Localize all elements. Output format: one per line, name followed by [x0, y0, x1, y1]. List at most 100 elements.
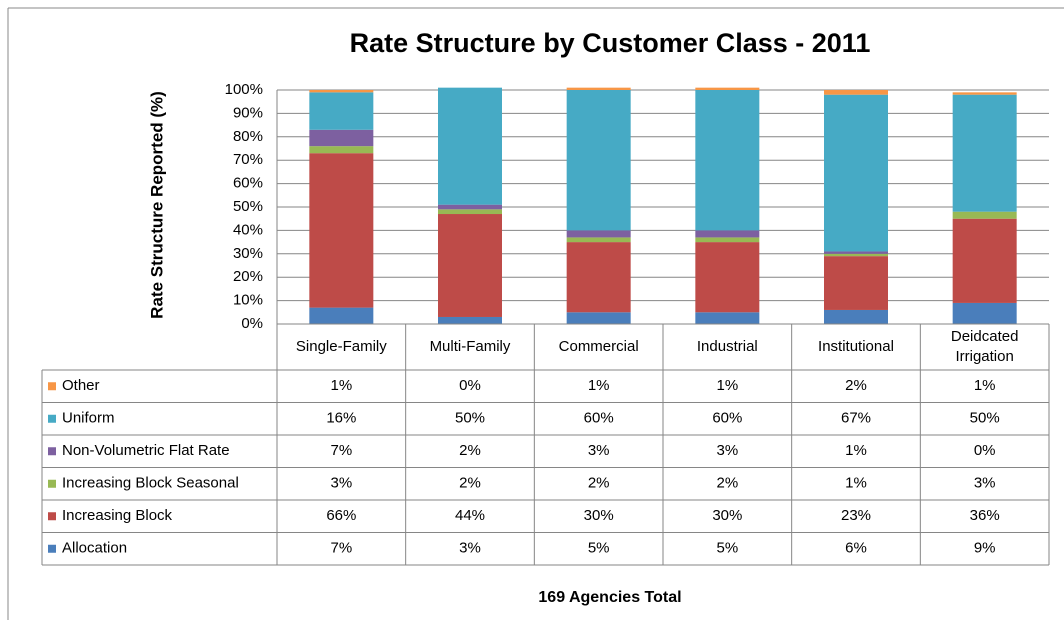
y-tick-label: 70%	[233, 151, 263, 168]
y-tick-label: 60%	[233, 175, 263, 192]
legend-label: Increasing Block	[62, 507, 173, 524]
data-label: 44%	[455, 507, 485, 524]
bar-segment	[566, 237, 631, 243]
category-cell: Deidcated Irrigation	[950, 328, 1019, 365]
bar-segment	[824, 309, 888, 324]
legend-swatch	[48, 512, 56, 521]
category-cell: Commercial	[558, 338, 639, 355]
bar-segment	[824, 94, 888, 252]
data-label: 1%	[974, 377, 996, 394]
legend-swatch	[48, 544, 56, 553]
data-label: 23%	[841, 507, 871, 524]
legend-label: Increasing Block Seasonal	[62, 475, 239, 492]
x-tick-label: Multi-Family	[429, 338, 511, 355]
y-tick-label: 80%	[233, 128, 263, 145]
data-label: 2%	[459, 475, 481, 492]
bar-segment	[309, 146, 374, 154]
bar-segment	[952, 218, 1017, 303]
y-tick-label: 90%	[233, 104, 263, 121]
data-label: 67%	[841, 410, 871, 427]
bar-segment	[824, 251, 888, 254]
data-label: 1%	[330, 377, 352, 394]
legend-label: Allocation	[62, 540, 127, 557]
data-label: 66%	[326, 507, 356, 524]
bar-segment	[824, 256, 888, 310]
category-cell: Institutional	[818, 338, 894, 355]
bar-segment	[952, 302, 1017, 324]
bar-segment	[438, 316, 502, 324]
bar-segment	[566, 242, 631, 313]
data-label: 60%	[712, 410, 742, 427]
data-label: 1%	[845, 475, 867, 492]
data-label: 1%	[716, 377, 738, 394]
bar-segment	[438, 204, 502, 210]
bar-segment	[438, 87, 502, 205]
data-label: 2%	[716, 475, 738, 492]
x-tick-label: Commercial	[558, 338, 639, 355]
data-label: 5%	[588, 540, 610, 557]
y-tick-label: 50%	[233, 198, 263, 215]
legend-swatch	[48, 382, 56, 391]
data-label: 30%	[712, 507, 742, 524]
bar-segment	[566, 87, 631, 90]
data-label: 1%	[588, 377, 610, 394]
data-label: 30%	[584, 507, 614, 524]
data-label: 3%	[974, 475, 996, 492]
data-label: 50%	[455, 410, 485, 427]
bar-segment	[695, 90, 760, 231]
bar-segment	[695, 312, 760, 324]
data-label: 2%	[845, 377, 867, 394]
data-label: 2%	[459, 442, 481, 459]
bar-segment	[566, 90, 631, 231]
data-label: 16%	[326, 410, 356, 427]
data-label: 6%	[845, 540, 867, 557]
bar-segment	[952, 94, 1017, 212]
data-label: 3%	[588, 442, 610, 459]
data-label: 3%	[330, 475, 352, 492]
y-tick-label: 30%	[233, 245, 263, 262]
x-tick-label: Institutional	[818, 338, 894, 355]
chart-title: Rate Structure by Customer Class - 2011	[350, 28, 871, 58]
legend-swatch	[48, 447, 56, 456]
category-cell: Multi-Family	[429, 338, 511, 355]
bar-segment	[438, 214, 502, 317]
category-cell: Single-Family	[295, 338, 387, 355]
bar-segment	[566, 230, 631, 238]
bar-segment	[309, 92, 374, 130]
data-label: 7%	[330, 442, 352, 459]
x-tick-label: Single-Family	[295, 338, 387, 355]
legend-label: Uniform	[62, 410, 115, 427]
data-label: 1%	[845, 442, 867, 459]
legend-swatch	[48, 479, 56, 488]
bar-segment	[952, 92, 1017, 95]
data-label: 3%	[716, 442, 738, 459]
legend-label: Non-Volumetric Flat Rate	[62, 442, 230, 459]
legend-label: Other	[62, 377, 100, 394]
data-label: 9%	[974, 540, 996, 557]
data-label: 0%	[459, 377, 481, 394]
category-cell: Industrial	[696, 338, 758, 355]
bar-segment	[695, 237, 760, 243]
bar-segment	[309, 90, 374, 93]
legend-swatch	[48, 414, 56, 423]
data-label: 2%	[588, 475, 610, 492]
data-label: 5%	[716, 540, 738, 557]
data-label: 0%	[974, 442, 996, 459]
data-label: 50%	[970, 410, 1000, 427]
data-label: 60%	[584, 410, 614, 427]
x-tick-label: Industrial	[696, 338, 758, 355]
x-tick-label: Deidcated Irrigation	[950, 328, 1019, 365]
y-tick-label: 20%	[233, 268, 263, 285]
data-label: 7%	[330, 540, 352, 557]
data-label: 3%	[459, 540, 481, 557]
bar-segment	[695, 242, 760, 313]
bar-segment	[952, 211, 1017, 219]
bar-segment	[309, 153, 374, 308]
y-tick-label: 100%	[225, 81, 263, 98]
y-tick-label: 10%	[233, 292, 263, 309]
y-axis-title: Rate Structure Reported (%)	[147, 91, 166, 319]
bar-segment	[824, 253, 888, 257]
data-label: 36%	[970, 507, 1000, 524]
bar-segment	[566, 312, 631, 324]
